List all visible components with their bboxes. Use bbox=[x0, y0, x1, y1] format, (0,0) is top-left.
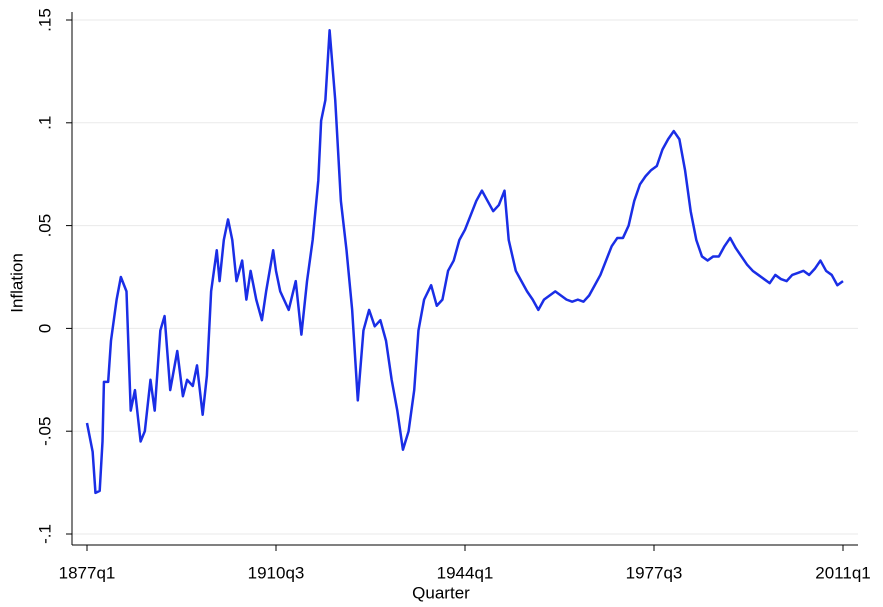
y-tick-label: 0 bbox=[35, 324, 54, 333]
x-tick-label: 1977q3 bbox=[626, 563, 683, 582]
x-tick-label: 2011q1 bbox=[815, 563, 870, 582]
x-tick-label: 1877q1 bbox=[59, 563, 116, 582]
y-tick-label: -.05 bbox=[35, 417, 54, 446]
y-tick-label: .15 bbox=[35, 8, 54, 32]
series-line bbox=[85, 29, 844, 495]
y-tick-label: .1 bbox=[35, 116, 54, 130]
y-axis-title: Inflation bbox=[7, 253, 26, 313]
y-tick-label: .05 bbox=[35, 214, 54, 238]
x-tick-label: 1910q3 bbox=[248, 563, 305, 582]
y-tick-label: -.1 bbox=[35, 524, 54, 544]
x-axis-title: Quarter bbox=[412, 583, 470, 602]
x-tick-label: 1944q1 bbox=[437, 563, 494, 582]
